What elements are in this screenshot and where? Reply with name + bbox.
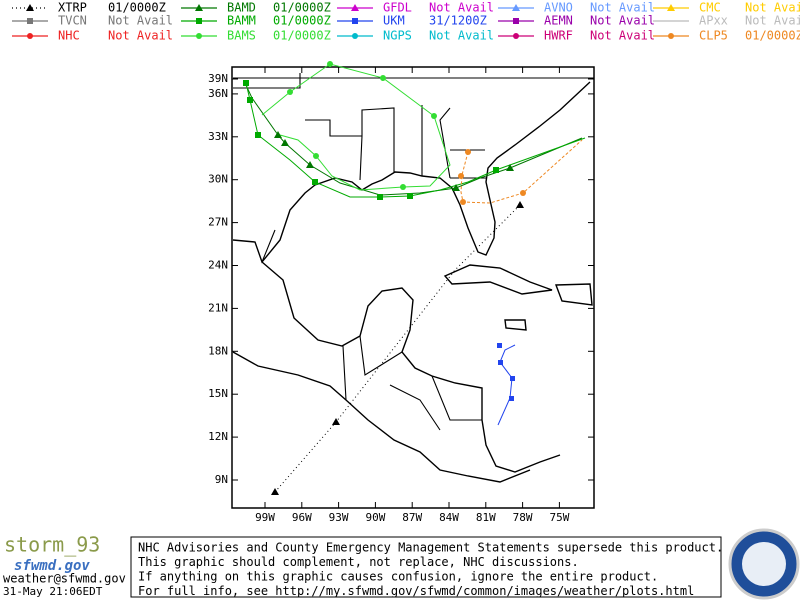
legend-marker — [513, 33, 519, 39]
jamaica — [504, 319, 527, 331]
disclaimer-line: This graphic should complement, not repl… — [138, 555, 579, 569]
legend: XTRP 01/0000Z BAMD 01/0000Z GFDL Not Avail AVN… — [12, 1, 800, 43]
lon-label: 96W — [292, 511, 312, 524]
lat-label: 18N — [208, 344, 228, 357]
lat-label: 36N — [208, 87, 228, 100]
lat-label: 9N — [215, 473, 228, 486]
axes: 39N 36N 33N 30N 27N 24N 21N 18N 15N 12N 9N 99W 96W 93… — [208, 67, 594, 524]
legend-marker — [352, 33, 358, 39]
legend-marker — [196, 18, 202, 24]
legend-name: AEMN — [544, 14, 573, 28]
xtrp-points — [271, 201, 524, 495]
legend-marker — [513, 18, 519, 24]
legend-marker — [26, 4, 34, 11]
legend-name: BAMD — [227, 1, 256, 15]
legend-marker — [27, 18, 33, 24]
disclaimer: NHC Advisories and County Emergency Mana… — [138, 541, 723, 599]
pacific-coast — [232, 351, 531, 483]
legend-marker — [352, 18, 358, 24]
legend-status: 31/1200Z — [429, 14, 487, 28]
email: weather@sfwmd.gov — [3, 572, 126, 586]
bamm-track — [245, 82, 586, 198]
lat-label: 15N — [208, 387, 228, 400]
bams-points — [287, 61, 437, 190]
map — [232, 61, 594, 495]
lat-label: 33N — [208, 130, 228, 143]
lon-label: 75W — [549, 511, 569, 524]
disclaimer-box — [130, 536, 722, 598]
legend-status: 01/0000Z — [108, 1, 166, 15]
gulf-coast — [232, 81, 591, 264]
ukm-track — [497, 344, 516, 426]
legend-name: APxx — [699, 14, 728, 28]
legend-marker — [196, 33, 202, 39]
legend-marker — [27, 33, 33, 39]
hispaniola — [555, 283, 593, 306]
legend-name: HWRF — [544, 29, 573, 43]
legend-status: Not Avail — [745, 1, 800, 15]
legend-marker — [195, 4, 203, 11]
legend-status: Not Avail — [108, 29, 173, 43]
legend-status: 01/0000Z — [273, 14, 331, 28]
legend-marker — [512, 4, 520, 11]
lat-label: 27N — [208, 216, 228, 229]
disclaimer-line: For full info, see http://my.sfwmd.gov/s… — [138, 584, 694, 598]
disclaimer-line: If anything on this graphic causes confu… — [138, 570, 658, 584]
lat-label: 39N — [208, 72, 228, 85]
lon-label: 99W — [255, 511, 275, 524]
legend-marker — [351, 4, 359, 11]
lon-label: 78W — [513, 511, 533, 524]
legend-name: NGPS — [383, 29, 412, 43]
lon-label: 93W — [329, 511, 349, 524]
lat-label: 12N — [208, 430, 228, 443]
lat-label: 24N — [208, 259, 228, 272]
legend-marker — [668, 33, 674, 39]
legend-name: XTRP — [58, 1, 87, 15]
legend-status: Not Avail — [429, 1, 494, 15]
agency-logo-inner — [742, 542, 786, 586]
legend-status: 01/0000Z — [273, 29, 331, 43]
legend-name: GFDL — [383, 1, 412, 15]
legend-name: CLP5 — [699, 29, 728, 43]
legend-name: CMC — [699, 1, 721, 15]
lon-label: 84W — [439, 511, 459, 524]
legend-name: AVNO — [544, 1, 573, 15]
storm-id: storm_93 — [4, 533, 100, 557]
legend-status: 01/0000Z — [273, 1, 331, 15]
legend-status: 01/0000Z — [745, 29, 800, 43]
legend-status: Not Avail — [590, 14, 655, 28]
legend-status: Not Avail — [590, 1, 655, 15]
legend-status: Not Avail — [590, 29, 655, 43]
clp5-points — [458, 149, 526, 205]
map-frame — [231, 66, 595, 509]
lat-label: 30N — [208, 173, 228, 186]
legend-marker — [667, 4, 675, 11]
legend-name: BAMS — [227, 29, 256, 43]
legend-status: Not Avail — [745, 14, 800, 28]
bamd-track — [244, 82, 583, 196]
legend-name: NHC — [58, 29, 80, 43]
lat-label: 21N — [208, 301, 228, 314]
legend-status: Not Avail — [429, 29, 494, 43]
cuba — [443, 264, 553, 295]
legend-name: UKM — [383, 14, 405, 28]
lon-label: 90W — [365, 511, 385, 524]
legend-name: BAMM — [227, 14, 256, 28]
lon-label: 81W — [476, 511, 496, 524]
legend-name: TVCN — [58, 14, 87, 28]
timestamp: 31-May 21:06EDT — [3, 585, 103, 598]
mexico-coast — [261, 261, 561, 473]
disclaimer-line: NHC Advisories and County Emergency Mana… — [138, 541, 723, 555]
legend-status: Not Avail — [108, 14, 173, 28]
lon-label: 87W — [402, 511, 422, 524]
site-logo: sfwmd.gov — [14, 558, 90, 574]
